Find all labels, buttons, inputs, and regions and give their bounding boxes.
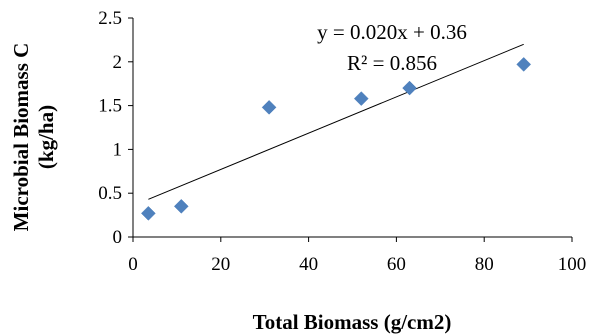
trendline-group bbox=[148, 43, 524, 200]
y-tick-label: 1.5 bbox=[98, 96, 122, 117]
y-tick-label: 2 bbox=[113, 52, 123, 73]
x-tick-label: 80 bbox=[475, 254, 494, 275]
x-tick-label: 100 bbox=[558, 254, 587, 275]
y-tick-label: 0 bbox=[113, 227, 123, 248]
x-tick-label: 60 bbox=[387, 254, 406, 275]
equation-label: y = 0.020x + 0.36 bbox=[317, 20, 467, 44]
y-tick-labels: 0 0.5 1 1.5 2 2.5 bbox=[98, 8, 122, 248]
data-point bbox=[141, 205, 156, 221]
data-point bbox=[173, 198, 189, 214]
y-axis-title-line1: Microbial Biomass C bbox=[9, 43, 33, 232]
data-point bbox=[353, 91, 369, 106]
x-tick-label: 20 bbox=[211, 254, 230, 275]
y-tick-label: 1 bbox=[113, 139, 123, 160]
data-point bbox=[402, 80, 417, 96]
x-tick-labels: 0 20 40 60 80 100 bbox=[128, 254, 586, 275]
data-point bbox=[261, 99, 277, 115]
data-points bbox=[141, 57, 532, 221]
y-tick-label: 2.5 bbox=[98, 8, 122, 29]
r-squared-label: R² = 0.856 bbox=[347, 51, 437, 75]
axes bbox=[128, 17, 573, 242]
trendline bbox=[148, 43, 524, 200]
data-point bbox=[516, 57, 532, 72]
x-tick-label: 40 bbox=[299, 254, 318, 275]
y-tick-label: 0.5 bbox=[98, 183, 122, 204]
x-axis-title: Total Biomass (g/cm2) bbox=[253, 310, 452, 334]
y-axis-title-line2: (kg/ha) bbox=[34, 105, 58, 169]
x-tick-label: 0 bbox=[128, 254, 138, 275]
